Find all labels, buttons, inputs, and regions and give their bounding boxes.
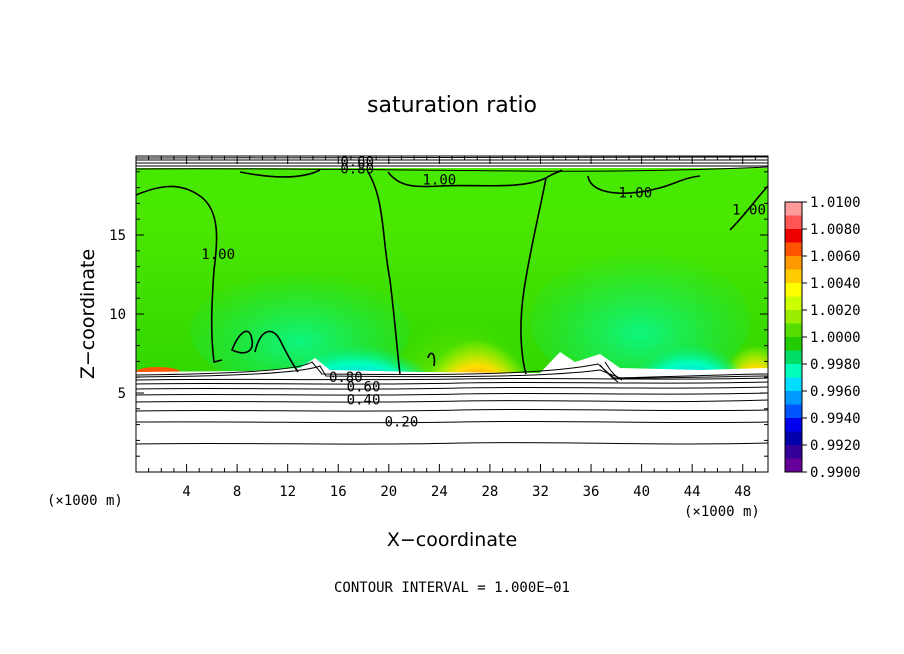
x-tick-label: 8 xyxy=(233,484,241,500)
colorbar-swatch xyxy=(785,445,802,459)
colorbar-swatch xyxy=(785,391,802,405)
contour-label: 1.00 xyxy=(201,247,235,263)
x-tick-label: 32 xyxy=(532,484,549,500)
colorbar-label: 1.0020 xyxy=(810,303,861,319)
subsaturated-layer xyxy=(136,374,768,472)
colorbar-swatch xyxy=(785,350,802,365)
contour-label: 0.60 xyxy=(340,155,374,171)
contour-label: 0.20 xyxy=(385,414,419,430)
x-tick-label: 24 xyxy=(431,484,448,500)
x-tick-label: 44 xyxy=(684,484,701,500)
colorbar-swatch xyxy=(785,215,802,230)
white-ragged-top xyxy=(136,352,768,378)
contour-lines-lower xyxy=(136,361,768,445)
colorbar-label: 0.9960 xyxy=(810,384,861,400)
colorbar-swatch xyxy=(785,404,802,419)
y-tick-label: 10 xyxy=(109,307,126,323)
colorbar-label: 0.9900 xyxy=(810,465,861,481)
y-axis-label: Z−coordinate xyxy=(77,249,99,379)
colorbar-swatch xyxy=(785,269,802,284)
x-axis-label: X−coordinate xyxy=(387,529,517,551)
colorbar-swatch xyxy=(785,458,802,473)
colorbar-swatch xyxy=(785,364,802,378)
colorbar-label: 1.0040 xyxy=(810,276,861,292)
x-tick-label: 4 xyxy=(182,484,190,500)
y-tick-label: 15 xyxy=(109,228,126,244)
x-tick-label: 40 xyxy=(633,484,650,500)
x-axis-unit: (×1000 m) xyxy=(47,493,123,509)
contour-label: 0.80 xyxy=(340,162,374,178)
contour-label: 1.00 xyxy=(423,173,457,189)
colorbar-swatch xyxy=(785,323,802,338)
colorbar-swatch xyxy=(785,418,802,432)
contour-lines-unity xyxy=(136,169,768,375)
x-tick-label: 36 xyxy=(583,484,600,500)
upper-green-band xyxy=(136,170,768,210)
contour-label: 0.40 xyxy=(347,392,381,408)
top-white-band xyxy=(136,156,768,168)
chart-title: saturation ratio xyxy=(367,93,537,118)
x-tick-label: 12 xyxy=(279,484,296,500)
contour-lines-upper xyxy=(136,156,768,172)
colorbar-swatch xyxy=(785,431,802,446)
colorbar-swatch xyxy=(785,310,802,324)
x-tick-label: 20 xyxy=(380,484,397,500)
y-axis-unit: (×1000 m) xyxy=(684,504,760,520)
colorbar-label: 1.0000 xyxy=(810,330,861,346)
y-tick-label: 5 xyxy=(118,386,126,402)
colorbar-label: 1.0100 xyxy=(810,195,861,211)
colorbar-label: 0.9920 xyxy=(810,438,861,454)
x-tick-label: 16 xyxy=(330,484,347,500)
y-axis-ticks: 5 10 15 xyxy=(109,171,768,457)
colorbar-label: 1.0080 xyxy=(810,222,861,238)
contour-label: 0.60 xyxy=(347,380,381,396)
contour-interval-note: CONTOUR INTERVAL = 1.000E−01 xyxy=(334,580,570,596)
x-axis-ticks: 4 8 12 16 20 24 28 32 36 40 44 48 xyxy=(148,156,756,500)
contour-label: 1.00 xyxy=(732,203,766,219)
colorbar: 1.0100 1.0080 1.0060 1.0040 1.0020 1.0000 0.99… xyxy=(784,195,861,481)
colorbar-label: 0.9980 xyxy=(810,357,861,373)
colorbar-swatch xyxy=(785,202,802,216)
colorbar-swatch xyxy=(785,229,802,243)
contour-label: 0.80 xyxy=(329,370,363,386)
colorbar-swatch xyxy=(785,296,802,311)
colorbar-label: 1.0060 xyxy=(810,249,861,265)
x-tick-label: 28 xyxy=(481,484,498,500)
x-tick-label: 48 xyxy=(734,484,751,500)
colorbar-swatch xyxy=(785,242,802,257)
colorbar-swatch xyxy=(785,377,802,392)
colorbar-label: 0.9940 xyxy=(810,411,861,427)
colorbar-swatch xyxy=(785,256,802,270)
contour-label: 1.00 xyxy=(618,185,652,201)
colorbar-swatch xyxy=(785,283,802,297)
contour-labels: 0.200.400.600.801.001.001.001.000.800.60 xyxy=(201,155,766,431)
colorbar-swatch xyxy=(785,337,802,351)
plot-field xyxy=(136,156,768,472)
